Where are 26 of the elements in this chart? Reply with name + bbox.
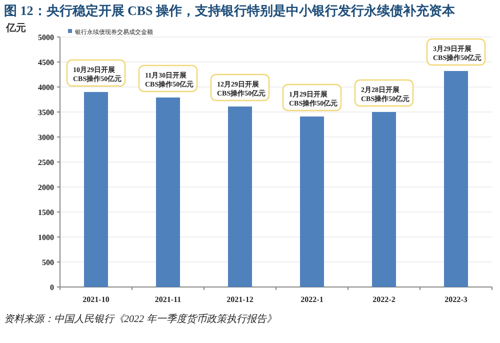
y-tick-label: 1500 [38,208,54,217]
x-tick-label: 2022-1 [300,295,324,304]
y-tick-label: 4000 [38,83,54,92]
bar [372,112,396,287]
x-tick-label: 2022-3 [444,295,468,304]
y-tick-label: 2500 [38,158,54,167]
text: 资料来源：中国人民银行《2022 年一季度货币政策执行报告》 [4,313,276,325]
y-tick-label: 500 [42,258,54,267]
chart-title: 图 12：央行稳定开展 CBS 操作，支持银行特别是中小银行发行永续债补充资本 [4,3,456,18]
y-tick-label: 0 [50,283,54,292]
x-tick-label: 2021-11 [154,295,182,304]
bar [228,106,252,287]
y-tick-label: 5000 [38,33,54,42]
y-tick-label: 1000 [38,233,54,242]
y-tick-label: 4500 [38,58,54,67]
bar [156,98,180,287]
bar [84,92,108,287]
y-tick-label: 2000 [38,183,54,192]
x-tick-label: 2022-2 [372,295,396,304]
x-tick-label: 2021-12 [226,295,254,304]
bar [300,116,324,287]
bar [444,71,468,287]
y-tick-label: 3000 [38,133,54,142]
y-axis-title: 亿元 [5,22,26,34]
y-tick-label: 3500 [38,108,54,117]
x-tick-label: 2021-10 [82,295,110,304]
